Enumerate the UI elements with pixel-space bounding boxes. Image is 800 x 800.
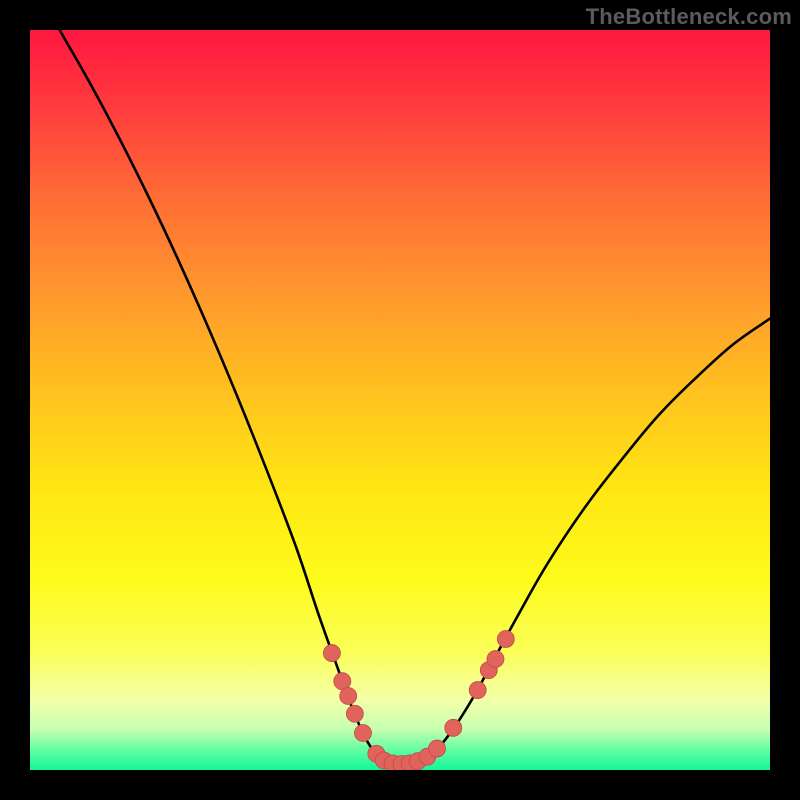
marker-dot — [469, 682, 486, 699]
marker-dot — [497, 631, 514, 648]
marker-dot — [346, 705, 363, 722]
marker-dot — [355, 725, 372, 742]
watermark-text: TheBottleneck.com — [586, 4, 792, 30]
plot-area — [30, 30, 770, 770]
marker-dot — [445, 719, 462, 736]
marker-dot — [340, 688, 357, 705]
chart-frame: TheBottleneck.com — [0, 0, 800, 800]
plot-background — [30, 30, 770, 770]
marker-dot — [487, 651, 504, 668]
marker-dot — [429, 740, 446, 757]
marker-dot — [323, 645, 340, 662]
plot-svg — [30, 30, 770, 770]
